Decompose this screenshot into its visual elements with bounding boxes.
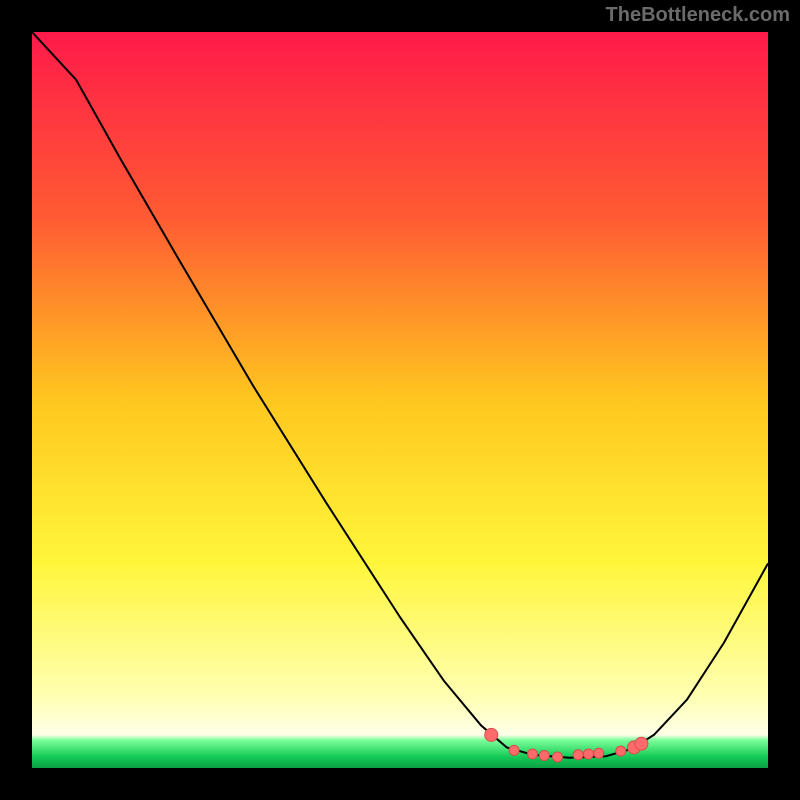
marker-dot bbox=[616, 746, 626, 756]
marker-dot bbox=[553, 752, 563, 762]
marker-dot bbox=[573, 750, 583, 760]
marker-dot bbox=[635, 737, 648, 750]
marker-dot bbox=[509, 745, 519, 755]
chart-svg bbox=[32, 32, 768, 768]
plot-area bbox=[32, 32, 768, 768]
chart-container: TheBottleneck.com bbox=[0, 0, 800, 800]
marker-dot bbox=[527, 749, 537, 759]
marker-dot bbox=[539, 750, 549, 760]
marker-dot bbox=[485, 728, 498, 741]
chart-background bbox=[32, 32, 768, 768]
marker-dot bbox=[583, 749, 593, 759]
watermark: TheBottleneck.com bbox=[606, 4, 790, 27]
marker-dot bbox=[594, 748, 604, 758]
